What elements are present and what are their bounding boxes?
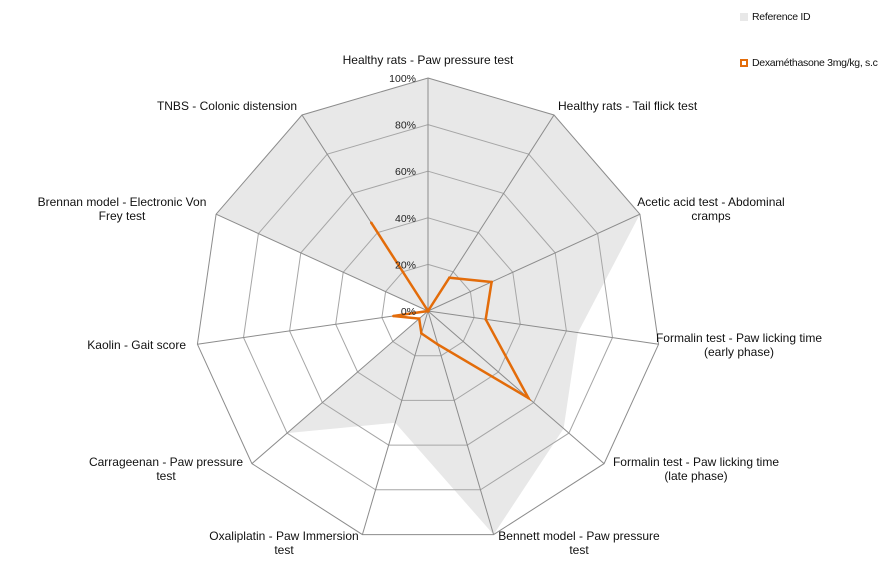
spoke-carrageenan-paw-pressure-test — [251, 310, 429, 464]
tick-label-20-pct: 20% — [395, 259, 416, 271]
dexamethasone-point-bennett-model-paw-pressure-test — [436, 343, 440, 346]
category-label-healthy-rats-tail-flick-test: Healthy rats - Tail flick test — [558, 99, 698, 113]
tick-label-100-pct: 100% — [389, 73, 416, 85]
tick-label-60-pct: 60% — [395, 166, 416, 178]
spoke-oxaliplatin-paw-immersion-test — [361, 310, 429, 535]
category-label-healthy-rats-paw-pressure-test: Healthy rats - Paw pressure test — [343, 53, 514, 67]
category-label-kaolin-gait-score: Kaolin - Gait score — [87, 338, 186, 352]
dexamethasone-point-tnbs-colonic-distension — [370, 221, 373, 225]
category-label-bennett-model-paw-pressure-test: Bennett model - Paw pressure test — [498, 529, 660, 557]
grid-ring-20-pct — [381, 263, 475, 357]
legend-swatch-reference — [740, 13, 748, 21]
category-label-formalin-test-paw-licking-time-late-phase: Formalin test - Paw licking time (late ph… — [613, 455, 779, 483]
dexamethasone-point-kaolin-gait-score — [392, 314, 395, 318]
dexamethasone-point-carrageenan-paw-pressure-test — [417, 317, 421, 320]
dexamethasone-point-acetic-acid-test-abdominal-cramps — [490, 280, 493, 284]
spoke-formalin-test-paw-licking-time-late-phase — [427, 310, 605, 464]
legend-swatch-dexamethasone — [740, 59, 748, 67]
spoke-formalin-test-paw-licking-time-early-phase — [427, 310, 659, 345]
series-line-layer — [370, 221, 532, 402]
legend-label-dexamethasone: Dexaméthasone 3mg/kg, s.c — [752, 57, 878, 69]
category-label-brennan-model-electronic-von-frey-test: Brennan model - Electronic Von Frey test — [38, 195, 207, 223]
spoke-kaolin-gait-score — [197, 310, 429, 345]
dexamethasone-point-oxaliplatin-paw-immersion-test — [420, 332, 423, 335]
dexamethasone-series-line — [370, 222, 532, 402]
grid-ring-80-pct — [242, 124, 614, 491]
grid-ring-60-pct — [289, 170, 567, 446]
category-label-carrageenan-paw-pressure-test: Carrageenan - Paw pressure test — [89, 455, 243, 483]
tick-label-80-pct: 80% — [395, 120, 416, 132]
grid-layer — [196, 77, 660, 536]
tick-label-0-pct: 0% — [401, 306, 416, 318]
spoke-acetic-acid-test-abdominal-cramps — [427, 213, 641, 312]
tick-label-layer: 0% 20% 40% 60% 80% 100% — [389, 73, 416, 318]
legend-label-reference: Reference ID — [752, 11, 811, 23]
spoke-layer — [197, 78, 659, 535]
category-label-acetic-acid-test-abdominal-cramps: Acetic acid test - Abdominal cramps — [637, 195, 784, 223]
tick-label-40-pct: 40% — [395, 213, 416, 225]
spoke-bennett-model-paw-pressure-test — [427, 310, 495, 535]
category-label-formalin-test-paw-licking-time-early-phase: Formalin test - Paw licking time (early p… — [656, 331, 822, 359]
spoke-brennan-model-electronic-von-frey-test — [215, 213, 429, 312]
legend-item-reference: Reference ID — [740, 10, 811, 24]
category-label-oxaliplatin-paw-immersion-test: Oxaliplatin - Paw Immersion test — [209, 529, 358, 557]
category-label-tnbs-colonic-distension: TNBS - Colonic distension — [157, 99, 297, 113]
category-label-layer: Healthy rats - Paw pressure test Healthy … — [38, 53, 823, 557]
dexamethasone-point-brennan-model-electronic-von-frey-test — [426, 309, 430, 313]
grid-ring-40-pct — [335, 217, 521, 401]
dexamethasone-point-healthy-rats-tail-flick-test — [448, 276, 451, 280]
grid-ring-100-pct — [196, 77, 660, 536]
dexamethasone-point-formalin-test-paw-licking-time-late-phase — [527, 396, 530, 400]
legend-item-dexamethasone: Dexaméthasone 3mg/kg, s.c — [740, 56, 878, 70]
dexamethasone-point-formalin-test-paw-licking-time-early-phase — [484, 318, 488, 321]
